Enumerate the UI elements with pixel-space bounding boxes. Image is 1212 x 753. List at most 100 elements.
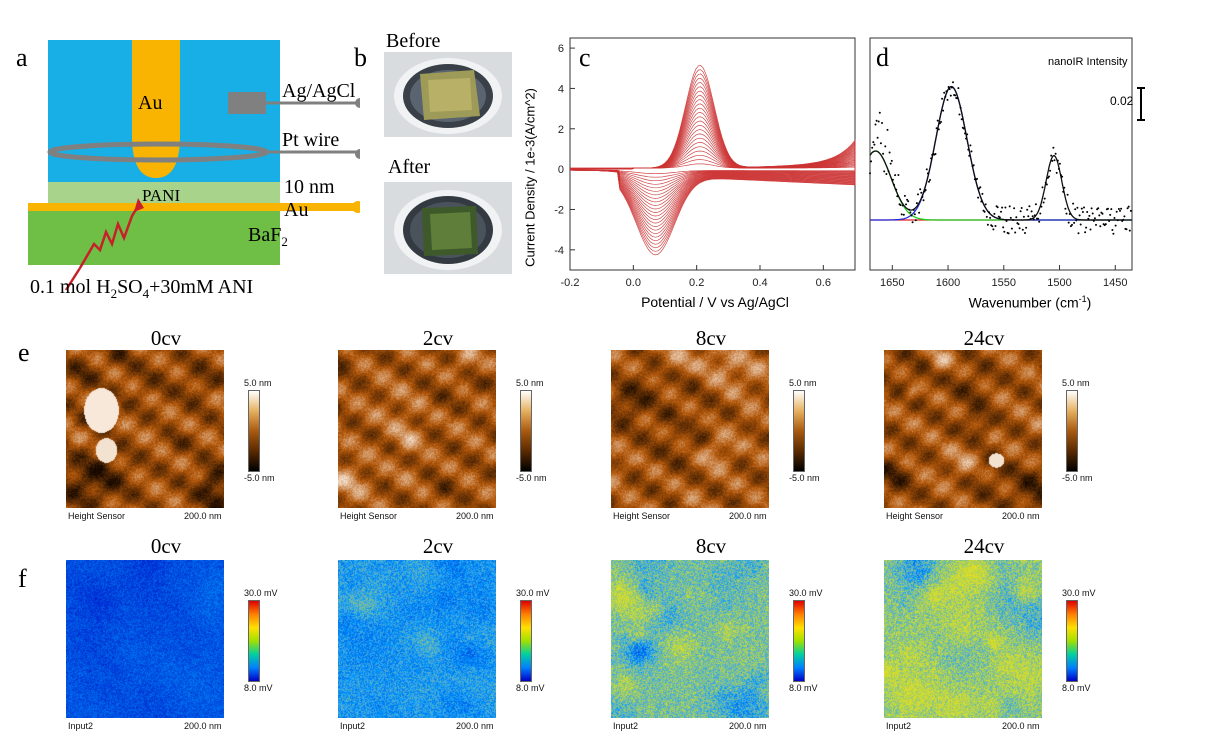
- ir-data-point: [1061, 175, 1064, 178]
- ir-data-point: [1053, 159, 1056, 162]
- ir-colorbar-max-1: 30.0 mV: [516, 588, 550, 598]
- ir-data-point: [952, 81, 954, 84]
- pani-label: PANI: [142, 186, 181, 205]
- counter-electrode-label: Pt wire: [282, 129, 340, 151]
- height-title-1: 2cv: [422, 326, 454, 350]
- ir-title-2: 8cv: [695, 534, 727, 558]
- height-colorbar-max-2: 5.0 nm: [789, 378, 817, 388]
- ir-foot-right-0: 200.0 nm: [184, 721, 222, 731]
- ir-svg: 1650 1600 1550 1500 1450: [869, 37, 1145, 289]
- ir-data-point: [1104, 223, 1107, 226]
- panel-label-c: c: [579, 43, 591, 72]
- cv-xtick-label-0: -0.2: [561, 277, 580, 289]
- ir-frame: [869, 37, 1133, 271]
- ir-data-point: [913, 213, 916, 216]
- height-map-2: [611, 350, 769, 508]
- ir-data-point: [965, 137, 968, 140]
- ir-data-point: [950, 86, 953, 89]
- ir-data-point: [1042, 201, 1045, 204]
- ir-data-point: [942, 109, 945, 112]
- height-colorbar-min-2: -5.0 nm: [789, 473, 820, 483]
- ir-data-point: [941, 97, 944, 100]
- ir-data-point: [1115, 210, 1118, 213]
- ir-colorbar-min-2: 8.0 mV: [789, 683, 818, 693]
- ir-data-point: [980, 200, 983, 203]
- ref-electrode-terminal: [355, 98, 365, 108]
- ir-data-point: [937, 128, 940, 131]
- ir-data-point: [1029, 218, 1032, 220]
- gold-layer: [28, 203, 366, 211]
- ir-data-point: [934, 153, 937, 155]
- ir-data-point: [1075, 219, 1078, 222]
- height-foot-left-2: Height Sensor: [613, 511, 671, 521]
- ir-data-point: [1087, 217, 1090, 220]
- height-colorbar-max-0: 5.0 nm: [244, 378, 272, 388]
- ir-data-point: [1037, 217, 1040, 220]
- ir-data-point: [981, 192, 984, 195]
- ir-data-point: [1120, 207, 1123, 210]
- ir-data-point: [1065, 212, 1068, 215]
- ir-data-point: [1119, 209, 1121, 212]
- ir-data-point: [991, 225, 994, 228]
- panel-label-d: d: [876, 43, 889, 72]
- height-foot-right-2: 200.0 nm: [729, 511, 767, 521]
- ir-data-point: [1090, 207, 1093, 210]
- ir-data-point: [972, 164, 975, 167]
- after-label: After: [388, 156, 431, 178]
- height-foot-left-3: Height Sensor: [886, 511, 944, 521]
- photo-after: [384, 182, 512, 274]
- ir-data-point: [902, 213, 905, 216]
- substrate-subscript: 2: [281, 234, 288, 249]
- height-foot-right-1: 200.0 nm: [456, 511, 494, 521]
- ir-data-point: [1108, 220, 1111, 222]
- ir-data-point: [875, 119, 878, 122]
- ir-data-point: [896, 195, 899, 198]
- ir-data-point: [1062, 190, 1065, 193]
- ir-data-point: [1063, 186, 1066, 189]
- cell-schematic: [28, 40, 366, 291]
- ir-data-point: [1060, 174, 1062, 177]
- ir-data-point: [1021, 228, 1024, 231]
- ir-data-point: [1109, 213, 1112, 216]
- ir-data-point: [1112, 232, 1115, 235]
- electrolyte-suffix: +30mM ANI: [149, 276, 254, 298]
- height-colorbar-2: [793, 390, 805, 472]
- ir-map-2: [611, 560, 769, 718]
- ir-data-point: [921, 195, 924, 198]
- ir-data-point: [908, 208, 911, 211]
- cv-ytick-label-4: -2: [554, 204, 564, 216]
- ir-data-point: [1048, 175, 1050, 178]
- au-layer-label: 10 nm Au: [284, 176, 335, 221]
- ir-data-point: [1010, 227, 1013, 230]
- ir-data-point: [905, 203, 907, 206]
- ir-data-point: [1000, 210, 1002, 213]
- ir-data-point: [1099, 225, 1102, 228]
- ir-foot-right-2: 200.0 nm: [729, 721, 767, 731]
- ir-data-point: [870, 160, 873, 163]
- ir-data-point: [1024, 232, 1026, 234]
- ir-data-point: [970, 150, 973, 153]
- ir-data-point: [911, 221, 914, 224]
- ir-data-point: [943, 91, 946, 94]
- ir-xtick-label-0: 1650: [880, 277, 904, 289]
- ir-data-point: [1007, 232, 1010, 235]
- ir-data-point: [969, 144, 972, 147]
- ir-xlabel-end: ): [1086, 294, 1092, 311]
- ir-map-canvas-3: [884, 560, 1042, 718]
- ir-data-point: [1098, 214, 1101, 217]
- cv-xtick-label-1: 0.0: [626, 277, 641, 289]
- ir-data-point: [1045, 183, 1048, 186]
- ir-data-point: [956, 97, 959, 100]
- ir-data-point: [930, 157, 933, 160]
- cv-xlabel: Potential / V vs Ag/AgCl: [641, 294, 789, 310]
- height-title-3: 24cv: [963, 326, 1005, 350]
- ir-data-point: [1117, 208, 1120, 210]
- ir-data-point: [1123, 215, 1126, 218]
- ir-xtick-label-2: 1550: [992, 277, 1016, 289]
- ir-data-point: [989, 216, 992, 219]
- ir-data-point: [988, 211, 990, 214]
- height-colorbar-min-1: -5.0 nm: [516, 473, 547, 483]
- electrolyte-label: 0.1 mol H2SO4+30mM ANI: [30, 276, 253, 302]
- ir-colorbar-min-0: 8.0 mV: [244, 683, 273, 693]
- ir-data-point: [1032, 218, 1035, 221]
